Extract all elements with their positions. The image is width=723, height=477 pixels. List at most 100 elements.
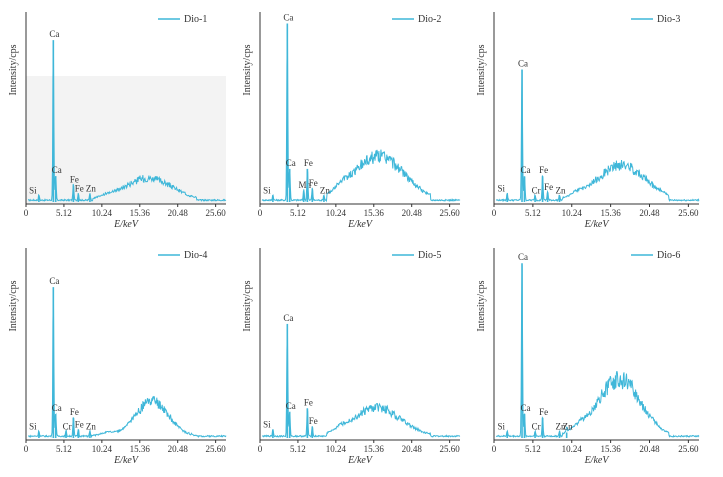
x-tick-label: 25.60 xyxy=(440,444,461,454)
x-tick-label: 25.60 xyxy=(678,444,699,454)
x-tick-label: 0 xyxy=(492,208,497,218)
x-tick-label: 25.60 xyxy=(206,444,227,454)
x-tick-label: 25.60 xyxy=(206,208,227,218)
spectrum-line xyxy=(495,69,700,203)
x-axis-label: E/keV xyxy=(584,455,611,466)
legend-label: Dio-2 xyxy=(418,14,441,25)
x-tick-label: 20.48 xyxy=(639,208,660,218)
x-tick-label: 5.12 xyxy=(525,208,541,218)
x-axis-label: E/keV xyxy=(113,455,140,466)
y-axis-label: Intensity/cps xyxy=(476,280,487,331)
peak-label: Si xyxy=(497,421,505,431)
peak-label: Cr xyxy=(63,421,72,431)
x-tick-label: 20.48 xyxy=(168,444,189,454)
peak-label: Si xyxy=(29,421,37,431)
shaded-region xyxy=(26,76,226,204)
panel-dio-5: 0 5.12 10.24 15.36 20.48 25.60 E/keV Intensity/… xyxy=(242,248,460,466)
x-tick-label: 15.36 xyxy=(364,444,385,454)
peak-label: Ca xyxy=(518,252,528,262)
peak-label: Ca xyxy=(286,158,296,168)
x-tick-label: 10.24 xyxy=(562,444,583,454)
panel-dio-2: 0 5.12 10.24 15.36 20.48 25.60 E/keV Intensity/… xyxy=(242,12,461,230)
peak-label: Ca xyxy=(52,403,62,413)
peak-label: Ca xyxy=(518,59,528,69)
peak-label: Fe xyxy=(309,178,318,188)
x-tick-label: 10.24 xyxy=(562,208,583,218)
x-tick-label: 20.48 xyxy=(402,208,423,218)
peak-label: Fe xyxy=(309,416,318,426)
spectrum-line xyxy=(261,24,461,203)
x-tick-label: 5.12 xyxy=(525,444,541,454)
panel-dio-4: 0 5.12 10.24 15.36 20.48 25.60 E/keV Intensity/… xyxy=(8,248,227,466)
peak-label: Fe xyxy=(304,158,313,168)
peak-label: Ca xyxy=(283,313,293,323)
peak-label: Ca xyxy=(49,29,59,39)
peak-label: Fe xyxy=(544,182,553,192)
peak-label: Si xyxy=(497,184,505,194)
y-axis-label: Intensity/cps xyxy=(8,44,19,95)
x-tick-label: 5.12 xyxy=(56,444,72,454)
x-tick-label: 10.24 xyxy=(326,208,347,218)
peak-label: Si xyxy=(263,185,271,195)
x-tick-label: 0 xyxy=(258,444,263,454)
x-tick-label: 15.36 xyxy=(130,208,151,218)
peak-label: Mn xyxy=(298,180,311,190)
peak-label: Zn xyxy=(320,185,330,195)
legend-label: Dio-1 xyxy=(184,14,207,25)
peak-label: Fe xyxy=(539,407,548,417)
x-tick-label: 0 xyxy=(492,444,497,454)
panel-dio-3: 0 5.12 10.24 15.36 20.48 25.60 E/keV Intensity/… xyxy=(476,12,700,230)
y-axis-label: Intensity/cps xyxy=(242,280,253,331)
peak-label: Fe xyxy=(304,398,313,408)
x-tick-label: 5.12 xyxy=(290,444,306,454)
peak-label: Zn xyxy=(556,185,566,195)
x-tick-label: 15.36 xyxy=(130,444,151,454)
y-axis-label: Intensity/cps xyxy=(242,44,253,95)
x-tick-label: 10.24 xyxy=(326,444,347,454)
x-tick-label: 25.60 xyxy=(678,208,699,218)
x-tick-label: 0 xyxy=(258,208,263,218)
x-tick-label: 20.48 xyxy=(639,444,660,454)
spectrum-line xyxy=(28,289,227,439)
peak-label: Ca xyxy=(52,165,62,175)
legend-label: Dio-5 xyxy=(418,250,441,261)
x-tick-label: 0 xyxy=(24,444,29,454)
peak-label: Ca xyxy=(520,403,530,413)
peak-label: Fe xyxy=(539,165,548,175)
peak-label: Ca xyxy=(520,165,530,175)
x-tick-label: 25.60 xyxy=(440,208,461,218)
x-tick-label: 10.24 xyxy=(92,444,113,454)
x-tick-label: 20.48 xyxy=(168,208,189,218)
peak-label: Cr xyxy=(532,421,541,431)
peak-label: Si xyxy=(29,185,37,195)
peak-label: Zn xyxy=(86,184,96,194)
legend-label: Dio-6 xyxy=(657,250,680,261)
peak-label: Fe xyxy=(75,420,84,430)
peak-label: Fe xyxy=(70,407,79,417)
x-tick-label: 5.12 xyxy=(56,208,72,218)
x-tick-label: 0 xyxy=(24,208,29,218)
peak-label: Cr xyxy=(532,185,541,195)
x-tick-label: 15.36 xyxy=(600,208,621,218)
peak-label: Ca xyxy=(286,401,296,411)
x-tick-label: 10.24 xyxy=(92,208,113,218)
peak-label: Fe xyxy=(75,184,84,194)
panel-dio-6: 0 5.12 10.24 15.36 20.48 25.60 E/keV Intensity/… xyxy=(476,248,700,466)
x-tick-label: 15.36 xyxy=(600,444,621,454)
x-axis-label: E/keV xyxy=(584,219,611,230)
peak-label: Zn xyxy=(563,421,573,431)
spectrum-line xyxy=(28,41,227,202)
x-tick-label: 5.12 xyxy=(290,208,306,218)
x-axis-label: E/keV xyxy=(113,219,140,230)
legend-label: Dio-4 xyxy=(184,250,207,261)
y-axis-label: Intensity/cps xyxy=(476,44,487,95)
peak-label: Zn xyxy=(556,421,566,431)
peak-label: Ca xyxy=(283,13,293,23)
legend-label: Dio-3 xyxy=(657,14,680,25)
spectrum-line xyxy=(495,265,700,439)
y-axis-label: Intensity/cps xyxy=(8,280,19,331)
x-axis-label: E/keV xyxy=(347,455,374,466)
peak-label: Si xyxy=(263,420,271,430)
spectrum-line xyxy=(261,324,461,438)
